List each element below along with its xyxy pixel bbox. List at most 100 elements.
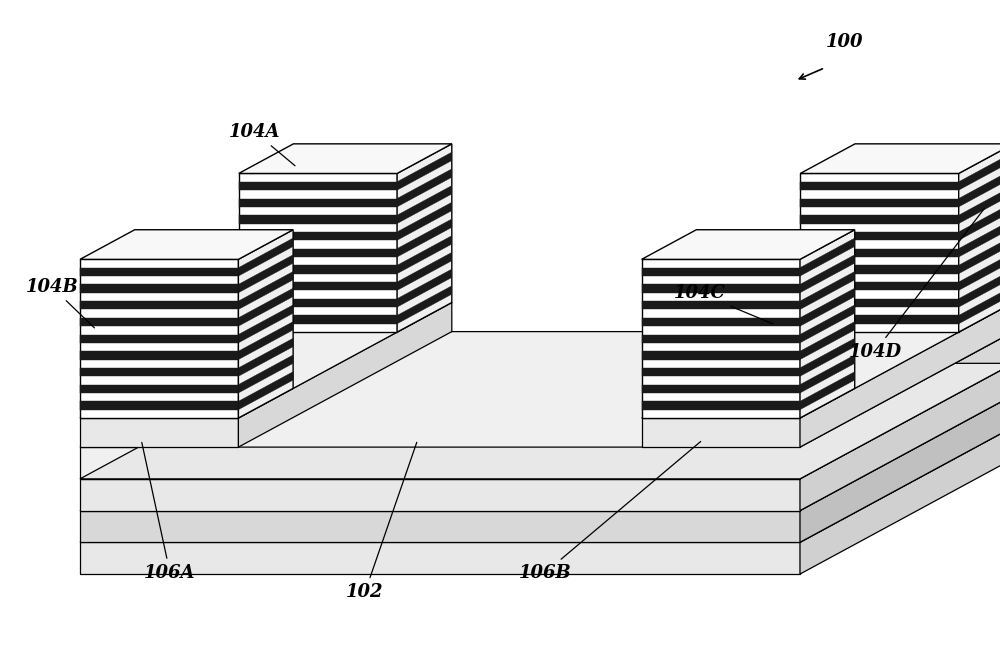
Polygon shape	[238, 322, 293, 359]
Polygon shape	[642, 230, 855, 259]
Polygon shape	[238, 272, 293, 310]
Polygon shape	[397, 144, 452, 332]
Polygon shape	[800, 238, 855, 276]
Polygon shape	[238, 238, 293, 276]
Polygon shape	[80, 447, 800, 479]
Polygon shape	[642, 259, 800, 418]
Polygon shape	[397, 286, 452, 324]
Polygon shape	[800, 230, 855, 418]
Polygon shape	[238, 303, 452, 447]
Polygon shape	[397, 203, 452, 241]
Polygon shape	[238, 338, 293, 376]
Polygon shape	[80, 542, 800, 574]
Polygon shape	[800, 395, 1000, 542]
Polygon shape	[800, 182, 959, 190]
Polygon shape	[80, 332, 1000, 447]
Polygon shape	[642, 301, 800, 310]
Polygon shape	[80, 268, 238, 276]
Polygon shape	[642, 335, 800, 343]
Polygon shape	[800, 199, 959, 207]
Polygon shape	[800, 372, 855, 410]
Polygon shape	[397, 252, 452, 290]
Polygon shape	[80, 335, 238, 343]
Polygon shape	[642, 401, 800, 410]
Polygon shape	[959, 186, 1000, 224]
Polygon shape	[642, 318, 800, 326]
Polygon shape	[80, 301, 238, 310]
Polygon shape	[800, 265, 959, 273]
Polygon shape	[80, 368, 238, 376]
Polygon shape	[642, 284, 800, 293]
Polygon shape	[959, 235, 1000, 273]
Polygon shape	[397, 152, 452, 190]
Polygon shape	[959, 144, 1000, 332]
Polygon shape	[239, 174, 397, 332]
Polygon shape	[642, 368, 800, 376]
Polygon shape	[80, 352, 238, 359]
Polygon shape	[80, 395, 1000, 511]
Polygon shape	[239, 299, 397, 307]
Polygon shape	[80, 511, 800, 542]
Polygon shape	[239, 232, 397, 241]
Polygon shape	[238, 230, 293, 418]
Polygon shape	[80, 384, 238, 393]
Polygon shape	[239, 282, 397, 290]
Polygon shape	[959, 252, 1000, 290]
Text: 104A: 104A	[229, 123, 295, 166]
Text: 104C: 104C	[674, 284, 773, 324]
Polygon shape	[80, 479, 800, 511]
Polygon shape	[80, 401, 238, 410]
Polygon shape	[959, 269, 1000, 307]
Polygon shape	[239, 248, 397, 257]
Polygon shape	[80, 230, 293, 259]
Polygon shape	[80, 303, 452, 418]
Polygon shape	[800, 272, 855, 310]
Polygon shape	[959, 203, 1000, 241]
Polygon shape	[800, 322, 855, 359]
Polygon shape	[959, 286, 1000, 324]
Polygon shape	[959, 152, 1000, 190]
Polygon shape	[642, 384, 800, 393]
Polygon shape	[80, 427, 1000, 542]
Polygon shape	[239, 199, 397, 207]
Polygon shape	[800, 363, 1000, 511]
Text: 100: 100	[826, 33, 864, 51]
Polygon shape	[642, 352, 800, 359]
Polygon shape	[80, 363, 1000, 479]
Polygon shape	[239, 144, 452, 174]
Polygon shape	[239, 182, 397, 190]
Polygon shape	[80, 418, 238, 447]
Polygon shape	[800, 255, 855, 293]
Polygon shape	[80, 284, 238, 293]
Polygon shape	[80, 259, 238, 418]
Text: 106A: 106A	[142, 442, 196, 582]
Polygon shape	[238, 305, 293, 343]
Polygon shape	[959, 219, 1000, 257]
Text: 106B: 106B	[519, 441, 701, 582]
Polygon shape	[800, 355, 855, 393]
Polygon shape	[800, 288, 855, 326]
Polygon shape	[397, 169, 452, 207]
Text: 104B: 104B	[26, 278, 94, 328]
Polygon shape	[239, 215, 397, 224]
Polygon shape	[238, 372, 293, 410]
Text: 104D: 104D	[848, 208, 984, 361]
Polygon shape	[800, 232, 959, 241]
Polygon shape	[800, 144, 1000, 174]
Text: 102: 102	[346, 442, 417, 601]
Polygon shape	[959, 169, 1000, 207]
Polygon shape	[397, 269, 452, 307]
Polygon shape	[642, 268, 800, 276]
Polygon shape	[800, 338, 855, 376]
Polygon shape	[239, 265, 397, 273]
Polygon shape	[800, 299, 959, 307]
Polygon shape	[397, 219, 452, 257]
Polygon shape	[800, 427, 1000, 574]
Polygon shape	[800, 248, 959, 257]
Polygon shape	[397, 186, 452, 224]
Polygon shape	[238, 255, 293, 293]
Polygon shape	[238, 355, 293, 393]
Polygon shape	[800, 305, 855, 343]
Polygon shape	[80, 318, 238, 326]
Polygon shape	[238, 288, 293, 326]
